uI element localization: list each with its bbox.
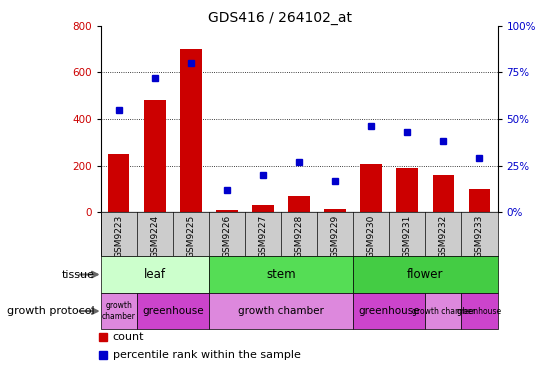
Bar [101, 256, 209, 293]
Bar [425, 293, 461, 329]
Bar [396, 168, 418, 212]
Bar [252, 205, 274, 212]
Text: GSM9229: GSM9229 [330, 214, 340, 258]
Text: GSM9233: GSM9233 [475, 214, 484, 258]
Bar [433, 175, 454, 212]
Text: greenhouse: greenhouse [457, 307, 502, 315]
Bar [468, 189, 490, 212]
Text: growth chamber: growth chamber [238, 306, 324, 316]
Text: GSM9230: GSM9230 [367, 214, 376, 258]
Bar [209, 293, 353, 329]
Text: count: count [112, 332, 144, 342]
Bar [353, 256, 498, 293]
Bar [144, 100, 165, 212]
Text: GSM9232: GSM9232 [439, 214, 448, 258]
Bar [108, 154, 130, 212]
Bar [101, 293, 137, 329]
Bar [137, 293, 209, 329]
Bar [353, 293, 425, 329]
Text: GSM9224: GSM9224 [150, 214, 159, 258]
Bar [461, 293, 498, 329]
Bar [361, 164, 382, 212]
Text: GSM9225: GSM9225 [186, 214, 195, 258]
Text: greenhouse: greenhouse [358, 306, 420, 316]
Bar [209, 256, 353, 293]
Bar [288, 196, 310, 212]
Text: greenhouse: greenhouse [142, 306, 203, 316]
Text: growth protocol: growth protocol [7, 306, 95, 316]
Text: percentile rank within the sample: percentile rank within the sample [112, 350, 300, 360]
Text: GDS416 / 264102_at: GDS416 / 264102_at [207, 11, 352, 25]
Bar [216, 210, 238, 212]
Text: tissue: tissue [62, 269, 95, 280]
Bar [324, 209, 346, 212]
Text: GSM9226: GSM9226 [222, 214, 231, 258]
Text: GSM9223: GSM9223 [114, 214, 123, 258]
Text: leaf: leaf [144, 268, 165, 281]
Text: stem: stem [266, 268, 296, 281]
Text: GSM9228: GSM9228 [295, 214, 304, 258]
Text: growth
chamber: growth chamber [102, 301, 136, 321]
Text: flower: flower [407, 268, 444, 281]
Text: GSM9231: GSM9231 [403, 214, 412, 258]
Text: GSM9227: GSM9227 [258, 214, 268, 258]
Bar [180, 49, 202, 212]
Text: growth chamber: growth chamber [412, 307, 475, 315]
